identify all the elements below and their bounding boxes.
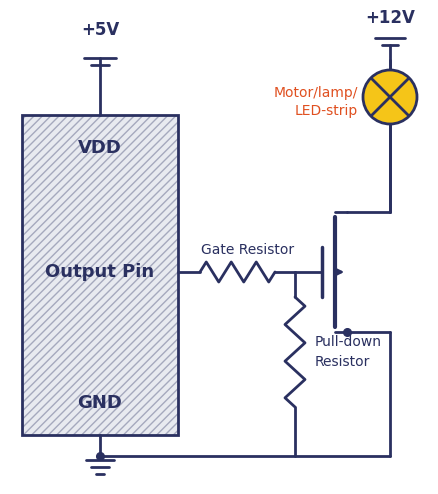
- Circle shape: [362, 70, 416, 124]
- Bar: [22, 115, 177, 435]
- Bar: [22, 115, 177, 435]
- Text: +12V: +12V: [364, 9, 414, 27]
- Text: +5V: +5V: [81, 21, 119, 39]
- Text: VDD: VDD: [78, 139, 122, 157]
- Text: Motor/lamp/
LED-strip: Motor/lamp/ LED-strip: [273, 86, 357, 118]
- Text: GND: GND: [78, 394, 122, 412]
- Text: Pull-down
Resistor: Pull-down Resistor: [314, 335, 381, 369]
- Text: Gate Resistor: Gate Resistor: [201, 243, 293, 257]
- Text: Output Pin: Output Pin: [46, 263, 154, 281]
